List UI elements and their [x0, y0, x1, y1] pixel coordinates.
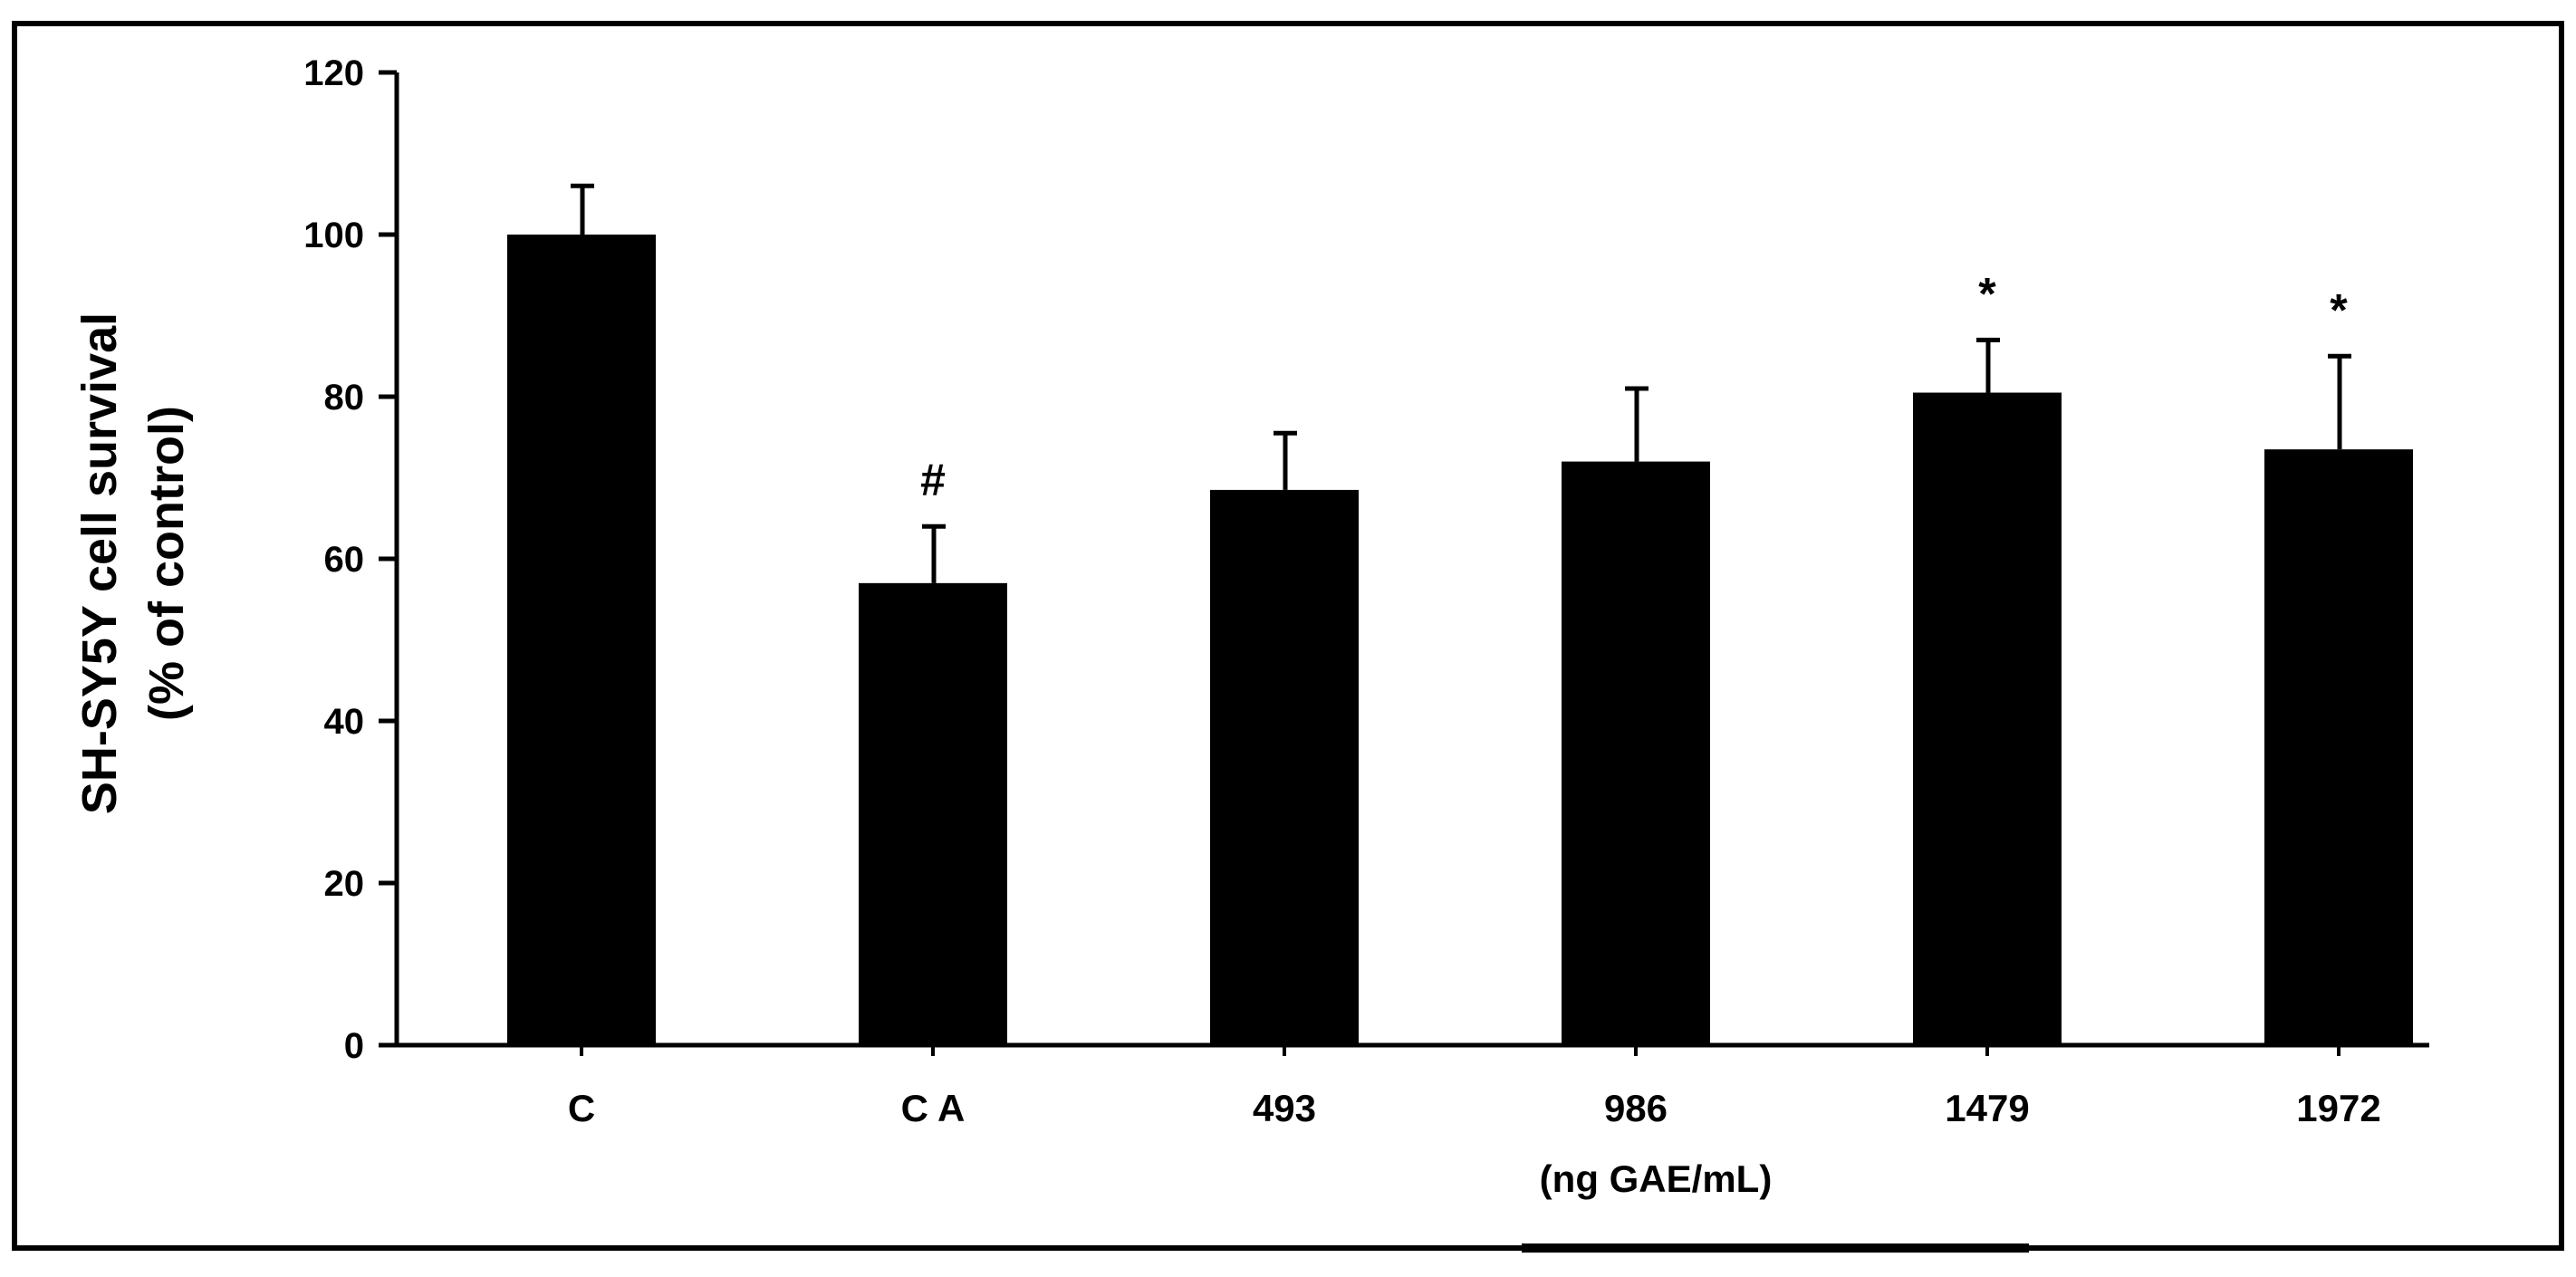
bar [1562, 461, 1710, 1046]
y-axis-ticks: 0 20 40 60 80 100 120 [303, 53, 397, 1066]
x-category-label: 986 [1604, 1087, 1668, 1129]
bar [1210, 489, 1359, 1045]
y-tick-label: 120 [303, 53, 364, 93]
significance-marker: * [1978, 268, 1996, 319]
x-axis-title: (ng GAE/mL) [1540, 1157, 1773, 1200]
y-tick-label: 40 [324, 702, 365, 742]
x-category-label: 1972 [2296, 1087, 2380, 1129]
figure-frame [12, 21, 2564, 1251]
y-axis-title: SH-SY5Y cell survival (% of control) [72, 312, 194, 814]
x-category-label: 493 [1253, 1087, 1316, 1129]
y-tick-label: 20 [324, 864, 365, 904]
bars [507, 235, 2413, 1046]
significance-marker: # [920, 455, 946, 505]
x-category-label: C [568, 1087, 595, 1129]
y-tick-label: 0 [344, 1026, 364, 1066]
bar [2264, 449, 2413, 1045]
y-tick-label: 60 [324, 540, 365, 580]
significance-marker: * [2330, 284, 2348, 335]
y-axis-title-line-1: SH-SY5Y cell survival [72, 312, 127, 814]
bar [1913, 392, 2062, 1045]
y-axis-title-line-2: (% of control) [139, 406, 194, 721]
x-axis-labels: C C A 493 986 1479 1972 [568, 1045, 2381, 1129]
significance-annotations: # * * [920, 268, 2348, 505]
error-bars [571, 183, 2351, 583]
y-tick-label: 100 [303, 216, 364, 255]
x-category-label: C A [901, 1087, 966, 1129]
y-tick-label: 80 [324, 378, 365, 418]
bar [507, 235, 656, 1045]
bar [859, 582, 1007, 1045]
x-category-label: 1479 [1945, 1087, 2029, 1129]
frame-bottom-accent [1522, 1243, 2029, 1253]
